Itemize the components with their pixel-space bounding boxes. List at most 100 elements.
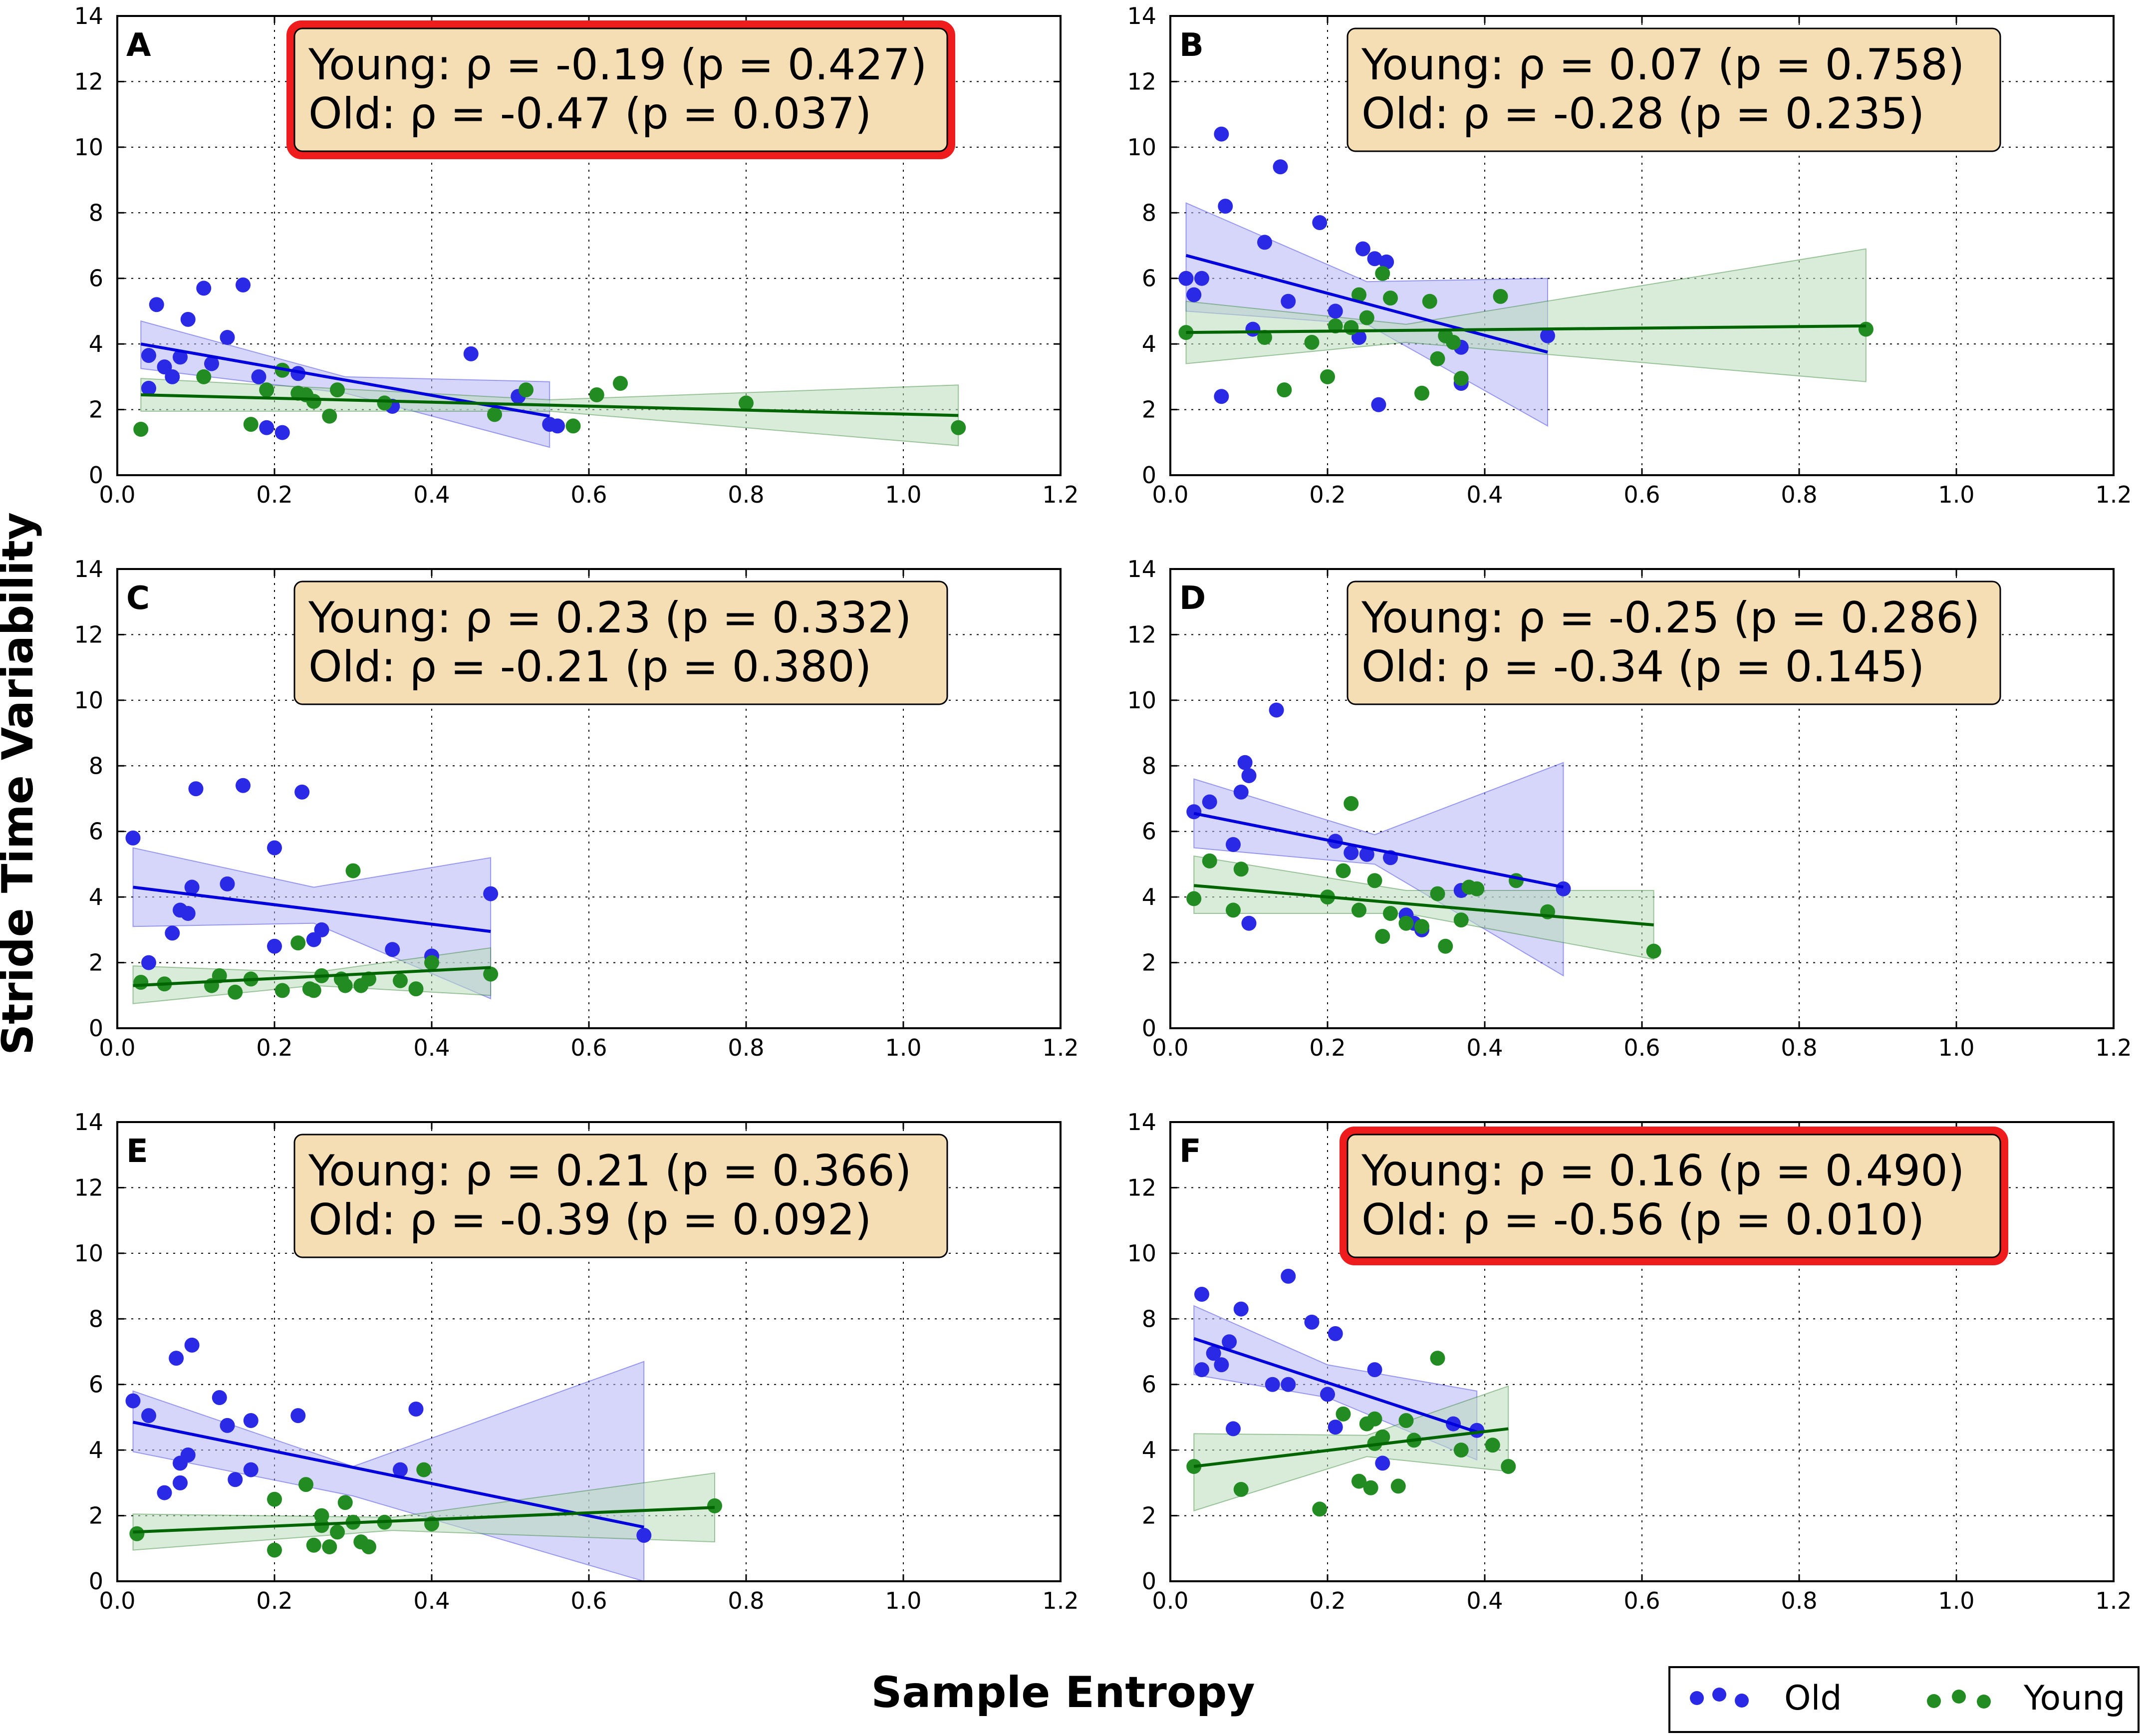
y-tick-label: 2 xyxy=(1142,949,1156,976)
x-tick-label: 0.2 xyxy=(1309,1587,1346,1614)
old-point xyxy=(1265,1377,1280,1392)
young-point xyxy=(1430,1351,1445,1366)
panel-a: 0.0 0.2 0.4 0.6 0.8 1.0 1.2 0 2 4 6 8 10 12 14 A Young: … xyxy=(74,2,1078,508)
y-tick-label: 0 xyxy=(89,1015,103,1042)
old-point xyxy=(1328,1326,1343,1341)
old-point xyxy=(169,1351,184,1366)
y-tick-label: 4 xyxy=(1142,330,1156,357)
x-tick-label: 0.0 xyxy=(1152,1034,1188,1061)
old-point xyxy=(1371,397,1386,412)
old-regression-line xyxy=(1185,254,1548,354)
x-tick-label: 0.6 xyxy=(570,481,607,508)
old-regression-line xyxy=(133,885,491,933)
old-point xyxy=(463,346,479,361)
young-point xyxy=(1233,862,1249,877)
x-tick-label: 0.2 xyxy=(1309,481,1346,508)
young-regression-line xyxy=(133,1506,715,1534)
x-tick-label: 0.0 xyxy=(99,1034,135,1061)
old-confidence-band xyxy=(140,320,550,448)
old-stat-text: Old: ρ = -0.21 (p = 0.380) xyxy=(308,642,871,692)
x-tick-label: 0.0 xyxy=(99,481,135,508)
x-tick-label: 0.8 xyxy=(1781,1034,1817,1061)
old-point xyxy=(1222,1334,1237,1350)
old-point xyxy=(184,1337,200,1353)
old-point xyxy=(1556,881,1571,896)
panel-letter: B xyxy=(1179,27,1204,64)
young-point xyxy=(1383,290,1398,306)
old-regression-line xyxy=(132,1421,644,1529)
young-point xyxy=(243,417,259,432)
young-point xyxy=(377,395,392,411)
panel-letter: A xyxy=(126,27,151,64)
y-tick-label: 2 xyxy=(1142,1502,1156,1529)
x-tick-label: 1.2 xyxy=(2095,1034,2132,1061)
y-tick-label: 6 xyxy=(1142,265,1156,292)
young-point xyxy=(408,981,424,997)
old-point xyxy=(1218,199,1233,214)
y-tick-label: 8 xyxy=(89,199,103,226)
y-tick-label: 8 xyxy=(1142,1305,1156,1332)
young-point xyxy=(1375,266,1390,281)
x-tick-label: 0.2 xyxy=(1309,1034,1346,1061)
legend-young-dot-3 xyxy=(1977,1695,1991,1709)
y-tick-label: 8 xyxy=(89,1305,103,1332)
young-point xyxy=(951,420,966,435)
old-regression-line xyxy=(1193,812,1564,889)
old-point xyxy=(1233,784,1249,800)
young-point xyxy=(330,382,345,398)
old-point xyxy=(220,1418,235,1433)
y-tick-label: 0 xyxy=(1142,1015,1156,1042)
y-tick-label: 10 xyxy=(74,687,103,714)
young-point xyxy=(1398,1413,1414,1428)
x-tick-label: 0.0 xyxy=(1152,481,1188,508)
old-point xyxy=(1328,303,1343,319)
young-confidence-band xyxy=(1193,855,1654,960)
old-point xyxy=(220,876,235,891)
x-tick-label: 1.2 xyxy=(1042,1034,1078,1061)
y-tick-label: 6 xyxy=(1142,1371,1156,1398)
young-point xyxy=(1414,385,1429,401)
old-point xyxy=(141,1408,156,1424)
young-point xyxy=(1375,1429,1390,1445)
young-point xyxy=(1367,1411,1382,1427)
old-point xyxy=(251,369,267,384)
y-tick-label: 2 xyxy=(89,1502,103,1529)
y-tick-label: 12 xyxy=(1127,68,1156,95)
young-point xyxy=(1398,915,1414,931)
young-point xyxy=(267,1491,282,1507)
y-tick-label: 14 xyxy=(1127,2,1156,29)
old-point xyxy=(1194,271,1209,286)
y-tick-label: 4 xyxy=(89,883,103,910)
old-point xyxy=(393,1462,408,1477)
young-point xyxy=(1344,320,1359,335)
x-tick-label: 0.4 xyxy=(413,1587,450,1614)
young-stat-text: Young: ρ = 0.07 (p = 0.758) xyxy=(1361,40,1964,90)
old-point xyxy=(149,297,164,312)
young-point xyxy=(330,1524,345,1540)
young-point xyxy=(306,983,321,998)
old-point xyxy=(1281,1377,1296,1392)
x-tick-label: 1.0 xyxy=(1938,481,1974,508)
stats-box xyxy=(293,1134,948,1258)
old-point xyxy=(220,330,235,345)
panel-letter: F xyxy=(1179,1133,1201,1170)
young-point xyxy=(1202,853,1217,868)
y-tick-label: 0 xyxy=(1142,462,1156,489)
x-tick-label: 0.2 xyxy=(256,1034,292,1061)
young-point xyxy=(306,1537,321,1553)
y-tick-label: 2 xyxy=(89,396,103,423)
old-point xyxy=(1320,1387,1335,1402)
young-point xyxy=(267,1542,282,1558)
old-point xyxy=(1375,1455,1390,1471)
young-point xyxy=(1367,873,1382,888)
young-point xyxy=(1336,863,1351,878)
old-confidence-band xyxy=(1193,762,1564,977)
highlight-border xyxy=(1340,1127,2008,1265)
x-tick-label: 0.4 xyxy=(1466,1034,1503,1061)
x-tick-label: 1.0 xyxy=(885,1034,921,1061)
x-tick-label: 1.0 xyxy=(1938,1587,1974,1614)
old-point xyxy=(165,925,180,941)
old-point xyxy=(1214,126,1229,142)
y-tick-label: 2 xyxy=(1142,396,1156,423)
old-point xyxy=(196,281,212,296)
